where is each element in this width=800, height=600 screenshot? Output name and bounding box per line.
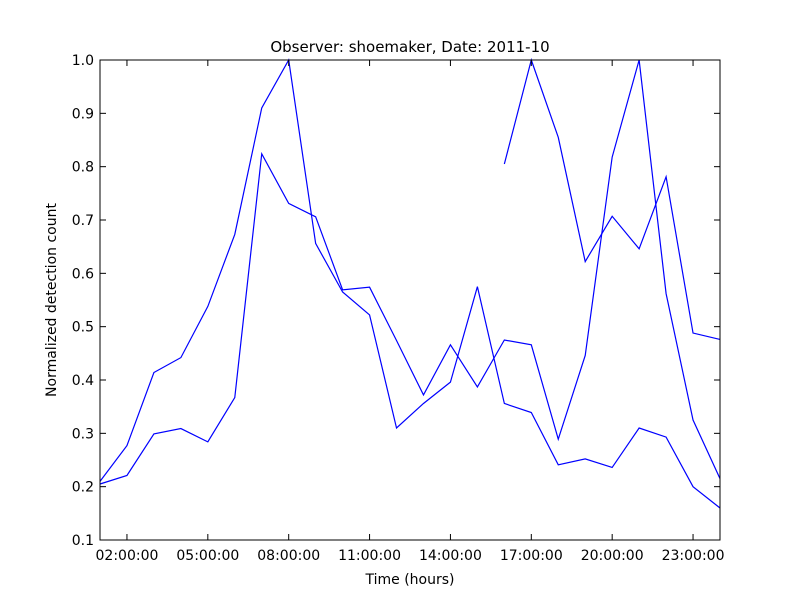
- chart-title: Observer: shoemaker, Date: 2011-10: [270, 38, 549, 56]
- x-tick-label: 23:00:00: [662, 548, 725, 564]
- series-line-2: [99, 59, 721, 485]
- y-tick-label: 0.2: [72, 480, 94, 496]
- axis-ticks: 02:00:00 05:00:00 08:00:00 11:00:00 14:00:00…: [72, 53, 725, 564]
- x-tick-label: 20:00:00: [581, 548, 644, 564]
- x-tick-label: 14:00:00: [419, 548, 482, 564]
- y-tick-label: 0.8: [72, 160, 94, 176]
- series-line-3: [503, 57, 721, 341]
- x-tick-label: 11:00:00: [338, 548, 401, 564]
- y-tick-label: 0.9: [72, 106, 94, 122]
- x-tick-label: 08:00:00: [257, 548, 320, 564]
- y-axis-label: Normalized detection count: [44, 203, 60, 397]
- x-axis-label: Time (hours): [365, 572, 455, 588]
- series-line-1: [99, 58, 721, 509]
- y-tick-label: 0.3: [72, 426, 94, 442]
- y-tick-label: 0.5: [72, 320, 94, 336]
- x-tick-label: 17:00:00: [500, 548, 563, 564]
- y-tick-label: 0.4: [72, 373, 94, 389]
- y-tick-label: 1.0: [72, 53, 94, 69]
- plot-frame: [99, 59, 721, 541]
- plot-lines: [99, 57, 721, 509]
- y-tick-label: 0.7: [72, 213, 94, 229]
- y-tick-label: 0.6: [72, 266, 94, 282]
- x-tick-label: 02:00:00: [96, 548, 159, 564]
- x-tick-label: 05:00:00: [176, 548, 239, 564]
- y-tick-label: 0.1: [72, 533, 94, 549]
